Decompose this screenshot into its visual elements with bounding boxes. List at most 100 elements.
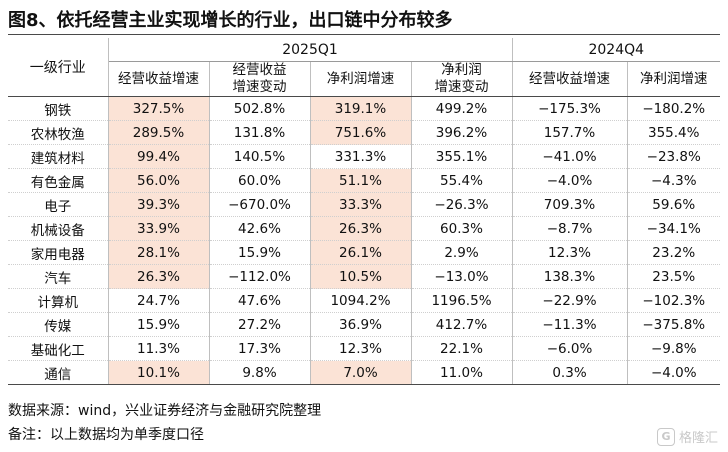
value-cell: 138.3% bbox=[512, 264, 628, 289]
value-cell: 396.2% bbox=[411, 120, 513, 145]
value-cell: −112.0% bbox=[209, 264, 311, 289]
value-cell: −375.8% bbox=[627, 312, 720, 337]
value-cell: 502.8% bbox=[209, 96, 311, 121]
table-row: 家用电器 28.1% 15.9% 26.1% 2.9% 12.3% 23.2% bbox=[8, 240, 720, 265]
value-cell: 331.3% bbox=[310, 144, 412, 169]
value-cell: 22.1% bbox=[411, 336, 513, 361]
value-cell: 1094.2% bbox=[310, 288, 412, 313]
table-row: 农林牧渔 289.5% 131.8% 751.6% 396.2% 157.7% … bbox=[8, 120, 720, 145]
value-cell: 355.1% bbox=[411, 144, 513, 169]
value-cell: −23.8% bbox=[627, 144, 720, 169]
table-row: 汽车 26.3% −112.0% 10.5% −13.0% 138.3% 23.… bbox=[8, 264, 720, 289]
value-cell: −26.3% bbox=[411, 192, 513, 217]
industry-cell: 家用电器 bbox=[8, 240, 109, 265]
value-cell: 751.6% bbox=[310, 120, 412, 145]
table-row: 通信 10.1% 9.8% 7.0% 11.0% 0.3% −4.0% bbox=[8, 360, 720, 385]
industry-column-header: 一级行业 bbox=[8, 38, 109, 97]
value-cell: 33.3% bbox=[310, 192, 412, 217]
col-header-profit-growth-2025: 净利润增速 bbox=[310, 61, 412, 97]
value-cell: 42.6% bbox=[209, 216, 311, 241]
value-cell: 23.5% bbox=[627, 264, 720, 289]
value-cell: 10.1% bbox=[108, 360, 210, 385]
value-cell: −11.3% bbox=[512, 312, 628, 337]
value-cell: −6.0% bbox=[512, 336, 628, 361]
value-cell: 27.2% bbox=[209, 312, 311, 337]
value-cell: 709.3% bbox=[512, 192, 628, 217]
value-cell: 9.8% bbox=[209, 360, 311, 385]
group-header-2024q4: 2024Q4 bbox=[512, 38, 720, 62]
value-cell: 26.1% bbox=[310, 240, 412, 265]
industry-cell: 汽车 bbox=[8, 264, 109, 289]
value-cell: 140.5% bbox=[209, 144, 311, 169]
industry-cell: 机械设备 bbox=[8, 216, 109, 241]
value-cell: −180.2% bbox=[627, 96, 720, 121]
group-header-2025q1: 2025Q1 bbox=[108, 38, 513, 62]
value-cell: −102.3% bbox=[627, 288, 720, 313]
industry-cell: 传媒 bbox=[8, 312, 109, 337]
value-cell: 55.4% bbox=[411, 168, 513, 193]
value-cell: 39.3% bbox=[108, 192, 210, 217]
value-cell: 11.0% bbox=[411, 360, 513, 385]
value-cell: 56.0% bbox=[108, 168, 210, 193]
watermark: G 格隆汇 bbox=[656, 427, 718, 446]
watermark-text: 格隆汇 bbox=[678, 431, 718, 446]
value-cell: 36.9% bbox=[310, 312, 412, 337]
value-cell: 12.3% bbox=[512, 240, 628, 265]
value-cell: 10.5% bbox=[310, 264, 412, 289]
value-cell: −8.7% bbox=[512, 216, 628, 241]
table-row: 建筑材料 99.4% 140.5% 331.3% 355.1% −41.0% −… bbox=[8, 144, 720, 169]
value-cell: 11.3% bbox=[108, 336, 210, 361]
industry-cell: 建筑材料 bbox=[8, 144, 109, 169]
value-cell: 23.2% bbox=[627, 240, 720, 265]
industry-cell: 通信 bbox=[8, 360, 109, 385]
remark-note: 备注：以上数据均为单季度口径 bbox=[8, 427, 204, 443]
value-cell: 1196.5% bbox=[411, 288, 513, 313]
watermark-logo-icon: G bbox=[656, 427, 675, 446]
value-cell: 157.7% bbox=[512, 120, 628, 145]
value-cell: 319.1% bbox=[310, 96, 412, 121]
value-cell: −670.0% bbox=[209, 192, 311, 217]
value-cell: 499.2% bbox=[411, 96, 513, 121]
table-row: 电子 39.3% −670.0% 33.3% −26.3% 709.3% 59.… bbox=[8, 192, 720, 217]
value-cell: −4.0% bbox=[512, 168, 628, 193]
value-cell: 327.5% bbox=[108, 96, 210, 121]
value-cell: 7.0% bbox=[310, 360, 412, 385]
value-cell: −13.0% bbox=[411, 264, 513, 289]
value-cell: 60.3% bbox=[411, 216, 513, 241]
value-cell: −175.3% bbox=[512, 96, 628, 121]
table-row: 有色金属 56.0% 60.0% 51.1% 55.4% −4.0% −4.3% bbox=[8, 168, 720, 193]
value-cell: −34.1% bbox=[627, 216, 720, 241]
industry-cell: 基础化工 bbox=[8, 336, 109, 361]
value-cell: −4.3% bbox=[627, 168, 720, 193]
value-cell: −41.0% bbox=[512, 144, 628, 169]
col-header-profit-change: 净利润 增速变动 bbox=[411, 61, 513, 97]
value-cell: 2.9% bbox=[411, 240, 513, 265]
table-row: 传媒 15.9% 27.2% 36.9% 412.7% −11.3% −375.… bbox=[8, 312, 720, 337]
industry-cell: 计算机 bbox=[8, 288, 109, 313]
table-row: 机械设备 33.9% 42.6% 26.3% 60.3% −8.7% −34.1… bbox=[8, 216, 720, 241]
value-cell: −4.0% bbox=[627, 360, 720, 385]
industry-cell: 农林牧渔 bbox=[8, 120, 109, 145]
figure-title: 图8、依托经营主业实现增长的行业，出口链中分布较多 bbox=[8, 10, 453, 31]
value-cell: −9.8% bbox=[627, 336, 720, 361]
value-cell: 412.7% bbox=[411, 312, 513, 337]
source-note: 数据来源：wind，兴业证券经济与金融研究院整理 bbox=[8, 403, 322, 419]
value-cell: 51.1% bbox=[310, 168, 412, 193]
value-cell: 47.6% bbox=[209, 288, 311, 313]
industry-cell: 有色金属 bbox=[8, 168, 109, 193]
col-header-rev-change: 经营收益 增速变动 bbox=[209, 61, 311, 97]
industry-growth-table: 一级行业 2025Q1 2024Q4 经营收益增速 经营收益 增速变动 净利润增速… bbox=[8, 38, 720, 385]
value-cell: 15.9% bbox=[209, 240, 311, 265]
value-cell: 0.3% bbox=[512, 360, 628, 385]
value-cell: 24.7% bbox=[108, 288, 210, 313]
table-row: 钢铁 327.5% 502.8% 319.1% 499.2% −175.3% −… bbox=[8, 96, 720, 121]
value-cell: 28.1% bbox=[108, 240, 210, 265]
value-cell: 99.4% bbox=[108, 144, 210, 169]
col-header-rev-growth-2025: 经营收益增速 bbox=[108, 61, 210, 97]
value-cell: 26.3% bbox=[108, 264, 210, 289]
value-cell: 12.3% bbox=[310, 336, 412, 361]
industry-cell: 电子 bbox=[8, 192, 109, 217]
value-cell: 59.6% bbox=[627, 192, 720, 217]
value-cell: 15.9% bbox=[108, 312, 210, 337]
value-cell: −22.9% bbox=[512, 288, 628, 313]
